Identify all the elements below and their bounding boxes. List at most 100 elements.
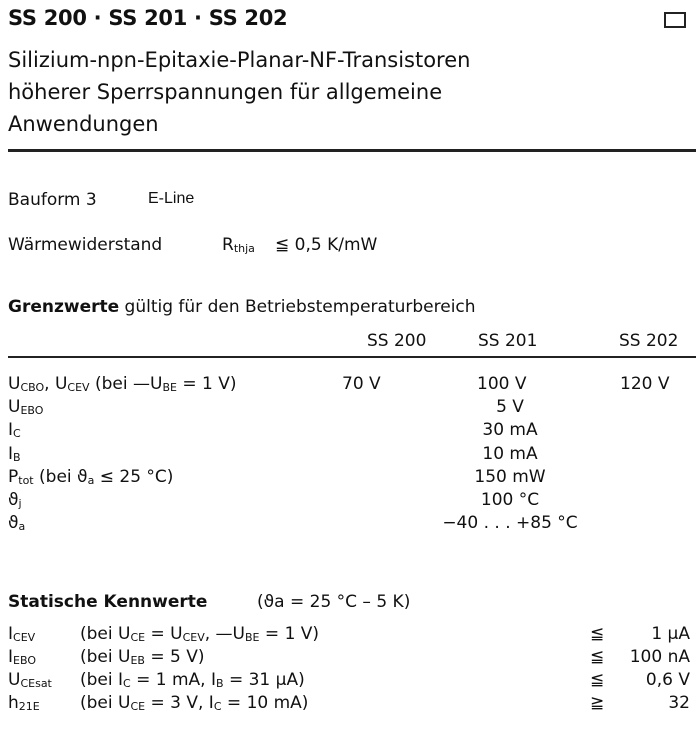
checkbox-square [664, 12, 686, 28]
subscript: CEsat [20, 677, 52, 690]
value-common: 5 V [496, 397, 524, 418]
comparator: ≦ [590, 647, 605, 667]
kennwert-value: 0,6 V [645, 670, 690, 690]
kennwert-condition: (bei UCE = UCEV, —UBE = 1 V) [80, 624, 319, 647]
subscript: a [87, 473, 95, 487]
subtitle-line-1: Silizium-npn-Epitaxie-Planar-NF-Transist… [8, 48, 471, 72]
value-common: 10 mA [482, 443, 538, 464]
kennwert-symbol: UCEsat [8, 670, 52, 693]
text-segment: ϑ [8, 513, 19, 534]
column-ss200: SS 200 [367, 331, 427, 351]
text-segment: , U [44, 374, 68, 394]
bauform-label: Bauform 3 [8, 190, 97, 210]
text-segment: P [8, 466, 19, 487]
page-title: SS 200 · SS 201 · SS 202 [8, 6, 288, 30]
subscript: BE [162, 381, 177, 394]
grenzwert-label: Ptot (bei ϑa ≤ 25 °C) [8, 467, 173, 490]
value-ss201: 100 V [477, 374, 527, 394]
subscript: EBO [13, 654, 36, 667]
comparator: ≧ [590, 693, 605, 713]
value-ss200: 70 V [342, 374, 381, 394]
text-segment: (bei U [80, 647, 131, 667]
grenzwerte-heading: Grenzwerte gültig für den Betriebstemper… [8, 297, 476, 317]
value-common: 30 mA [482, 420, 538, 441]
subscript: C [123, 677, 131, 690]
text-segment: (bei I [80, 670, 124, 690]
subscript: EBO [20, 404, 44, 418]
grenzwert-label: UCBO, UCEV (bei —UBE = 1 V) [8, 374, 236, 397]
subscript: tot [18, 473, 34, 487]
subtitle-line-3: Anwendungen [8, 112, 159, 136]
waerme-symbol: Rthja [222, 235, 255, 255]
subscript: C [213, 700, 222, 713]
kennwert-condition: (bei IC = 1 mA, IB = 31 µA) [80, 670, 305, 693]
text-segment: ϑ [8, 490, 19, 510]
text-segment: I [8, 624, 14, 644]
bauform-value: E-Line [148, 190, 195, 207]
text-segment: U [8, 670, 21, 690]
grenzwert-label: ϑj [8, 490, 22, 513]
header-divider [8, 149, 696, 152]
text-segment: = U [145, 624, 183, 644]
subscript: CE [130, 700, 146, 713]
subscript: B [216, 677, 224, 690]
text-segment: I [8, 443, 14, 464]
kennwert-symbol: ICEV [8, 624, 35, 647]
text-segment: = 31 µA) [223, 670, 305, 690]
text-segment: = 1 V) [259, 624, 320, 644]
text-segment: = 1 mA, I [130, 670, 217, 690]
comparator: ≦ [590, 624, 605, 644]
text-segment: U [8, 397, 21, 418]
kennwert-value: 1 µA [651, 624, 690, 644]
column-ss201: SS 201 [478, 331, 538, 351]
text-segment: = 3 V, I [145, 693, 214, 713]
text-segment: = 1 V) [176, 374, 237, 394]
text-segment: h [8, 693, 19, 713]
grenzwert-label: UEBO [8, 397, 43, 420]
subtitle-line-2: höherer Sperrspannungen für allgemeine [8, 80, 443, 104]
subscript: CBO [20, 381, 45, 394]
kennwert-symbol: h21E [8, 693, 40, 716]
subscript: 21E [18, 700, 40, 713]
kennwert-condition: (bei UCE = 3 V, IC = 10 mA) [80, 693, 308, 716]
subscript: CEV [67, 381, 90, 394]
text-segment: = 10 mA) [221, 693, 309, 713]
text-segment: I [8, 420, 14, 441]
kennwert-condition: (bei UEB = 5 V) [80, 647, 205, 670]
text-segment: (bei U [80, 693, 131, 713]
text-segment: ≤ 25 °C) [94, 466, 174, 487]
subscript: a [18, 520, 26, 534]
text-segment: (bei —U [89, 374, 163, 394]
subscript: j [18, 497, 22, 510]
value-ss202: 120 V [620, 374, 670, 394]
statisch-condition: (ϑa = 25 °C – 5 K) [257, 592, 411, 612]
subscript: B [13, 450, 21, 464]
text-segment: I [8, 647, 14, 667]
subscript: CEV [13, 631, 36, 644]
grenzwert-label: IC [8, 420, 21, 443]
text-segment: U [8, 374, 21, 394]
kennwert-value: 32 [668, 693, 690, 713]
table-divider [8, 356, 696, 358]
subscript: EB [130, 654, 145, 667]
kennwert-value: 100 nA [629, 647, 690, 667]
comparator: ≦ [590, 670, 605, 690]
grenzwert-label: ϑa [8, 513, 25, 536]
value-common: 100 °C [480, 490, 540, 510]
text-segment: = 5 V) [144, 647, 205, 667]
statisch-heading: Statische Kennwerte [8, 592, 208, 612]
waerme-label: Wärmewiderstand [8, 235, 163, 255]
subscript: C [13, 427, 21, 441]
subscript: BE [245, 631, 260, 644]
grenzwert-label: IB [8, 444, 21, 467]
text-segment: , —U [204, 624, 246, 644]
column-ss202: SS 202 [619, 331, 679, 351]
subscript: CEV [182, 631, 205, 644]
subscript: CE [130, 631, 146, 644]
kennwert-symbol: IEBO [8, 647, 36, 670]
text-segment: (bei U [80, 624, 131, 644]
value-common: 150 mW [474, 466, 546, 487]
waerme-value: ≦ 0,5 K/mW [275, 235, 378, 255]
value-common: −40 . . . +85 °C [442, 513, 578, 534]
text-segment: (bei ϑ [33, 466, 88, 487]
